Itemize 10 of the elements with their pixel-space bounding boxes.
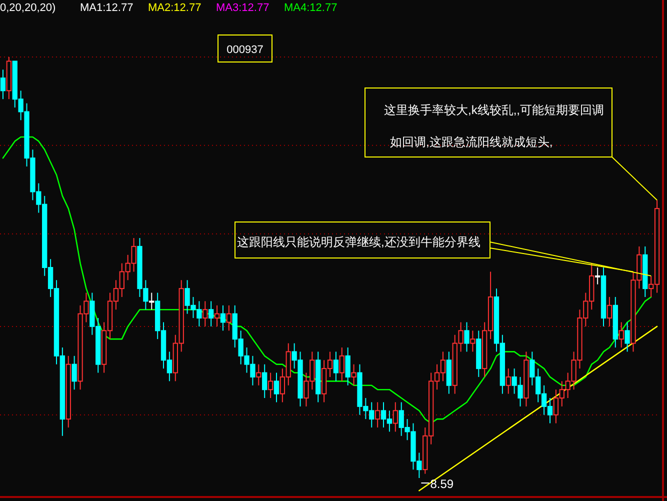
annotation: 000937 — [226, 44, 264, 56]
annotation: 8.59 — [430, 477, 454, 491]
legend-item: MA1:12.77 — [80, 2, 134, 14]
title: 0,20,20,20) — [0, 2, 56, 14]
annotation: 如回调,这跟急流阳线就成短头, — [390, 135, 553, 149]
annotation: 这跟阳线只能说明反弹继续,还没到牛能分界线 — [237, 235, 480, 249]
legend-item: MA2:12.77 — [148, 2, 202, 14]
legend-item: MA4:12.77 — [284, 2, 338, 14]
legend-item: MA3:12.77 — [216, 2, 270, 14]
annotation: 这里换手率较大,k线较乱,,可能短期要回调 — [384, 103, 604, 117]
